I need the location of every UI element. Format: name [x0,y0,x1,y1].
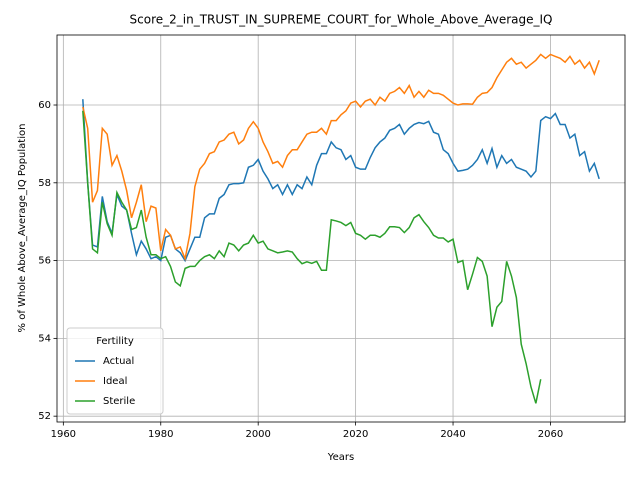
legend-label: Actual [103,356,134,367]
x-tick-label: 1960 [51,429,76,440]
y-tick-label: 54 [38,333,51,344]
y-tick-label: 56 [38,256,51,267]
y-axis-label: % of Whole Above_Average_IQ Population [17,124,28,333]
x-tick-label: 2040 [440,429,465,440]
legend-box [66,327,164,415]
y-tick-label: 52 [38,411,51,422]
data-line [82,53,600,262]
chart-title: Score_2_in_TRUST_IN_SUPREME_COURT_for_Wh… [130,13,553,27]
legend-title: Fertility [96,336,134,347]
legend-label: Sterile [103,396,135,407]
x-tick-label: 2000 [245,429,270,440]
y-tick-label: 58 [38,178,51,189]
x-tick-label: 2020 [343,429,368,440]
x-tick-label: 1980 [148,429,173,440]
data-line [82,99,600,263]
legend-label: Ideal [103,376,127,387]
y-tick-label: 60 [38,100,51,111]
x-tick-label: 2060 [538,429,563,440]
x-axis-label: Years [327,452,354,463]
plot-frame [56,34,626,423]
data-line [82,110,542,404]
legend: Fertility Actual Ideal Sterile [66,327,164,415]
